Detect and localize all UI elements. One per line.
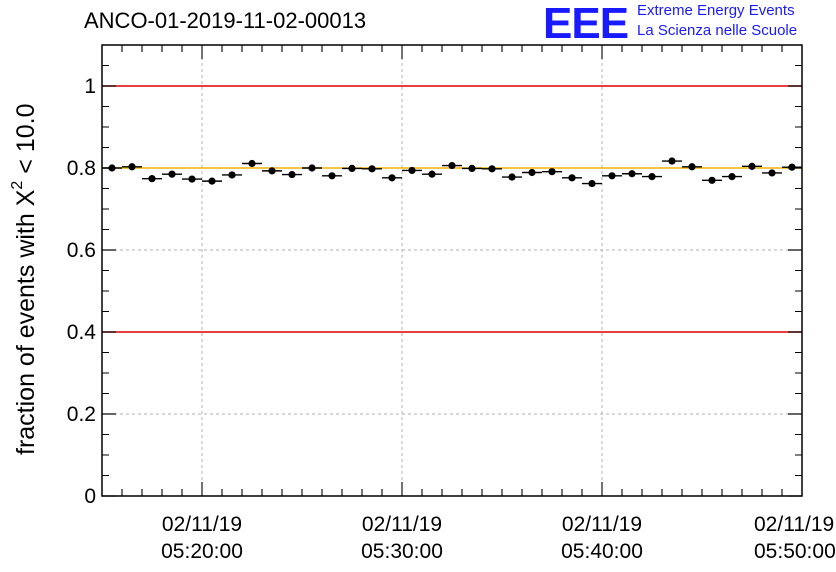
grid-lines — [102, 45, 802, 496]
x-tick-label-date: 02/11/19 — [362, 513, 442, 536]
data-point — [228, 171, 236, 179]
data-point — [648, 173, 656, 181]
y-axis-label-prefix: fraction of events with — [12, 206, 40, 455]
data-point — [508, 173, 516, 181]
y-tick-label: 0 — [84, 485, 96, 508]
data-point — [188, 175, 196, 183]
x-tick-label-time: 05:50:00 — [754, 540, 836, 563]
logo-line-1: Extreme Energy Events — [637, 2, 795, 19]
data-point — [588, 179, 596, 188]
y-tick-label: 0.4 — [67, 321, 97, 344]
data-point — [548, 168, 556, 176]
y-axis-label: fraction of events with X2 < 10.0 — [9, 104, 40, 455]
data-point — [748, 162, 756, 170]
data-point — [628, 170, 636, 178]
y-tick-label: 0.2 — [67, 403, 96, 426]
data-point — [668, 157, 676, 165]
y-tick-label: 0.6 — [67, 239, 96, 262]
x-tick-label-time: 05:30:00 — [361, 540, 443, 563]
data-point — [528, 168, 536, 177]
reference-lines — [102, 85, 802, 333]
chart-title: ANCO-01-2019-11-02-00013 — [84, 8, 367, 33]
data-point — [268, 167, 276, 175]
data-point — [768, 169, 776, 177]
data-point — [708, 176, 716, 184]
data-point — [568, 174, 576, 182]
data-point — [788, 163, 796, 171]
x-tick-label-date: 02/11/19 — [562, 513, 642, 536]
data-point — [368, 165, 376, 173]
x-tick-label-time: 05:20:00 — [161, 540, 243, 563]
y-axis-label-superscript: 2 — [9, 181, 26, 190]
y-tick-label: 0.8 — [67, 157, 96, 180]
data-point — [608, 172, 616, 180]
data-point — [168, 170, 176, 178]
y-tick-label: 1 — [84, 75, 96, 98]
logo-line-2: La Scienza nelle Scuole — [637, 22, 798, 39]
data-point — [728, 173, 736, 181]
x-tick-label-time: 05:40:00 — [561, 540, 643, 563]
data-point — [308, 164, 316, 172]
plot-frame — [101, 44, 803, 497]
data-point — [208, 177, 216, 185]
data-point — [328, 172, 336, 180]
data-point — [448, 161, 456, 170]
data-point — [408, 166, 416, 175]
data-points — [102, 157, 802, 188]
data-point — [428, 170, 436, 178]
x-axis-ticks: 02/11/19 05:20:00 02/11/19 05:30:00 02/11/19… — [121, 45, 836, 563]
eee-logo-mark: EEE — [543, 0, 629, 48]
data-point — [148, 175, 156, 183]
data-point — [688, 163, 696, 171]
y-axis-label-suffix: < 10.0 — [12, 104, 40, 181]
data-point — [488, 165, 496, 173]
data-point — [128, 163, 136, 171]
data-point — [348, 164, 356, 173]
y-axis-ticks: 0 0.2 0.4 0.6 0.8 1 — [67, 65, 802, 508]
x-tick-label-date: 02/11/19 — [162, 513, 242, 536]
y-axis-label-symbol: X — [12, 189, 40, 206]
data-point — [248, 159, 256, 168]
data-point — [388, 174, 396, 182]
data-point — [468, 164, 476, 173]
data-point — [288, 170, 296, 179]
x-tick-label-date: 02/11/19 — [754, 513, 834, 536]
